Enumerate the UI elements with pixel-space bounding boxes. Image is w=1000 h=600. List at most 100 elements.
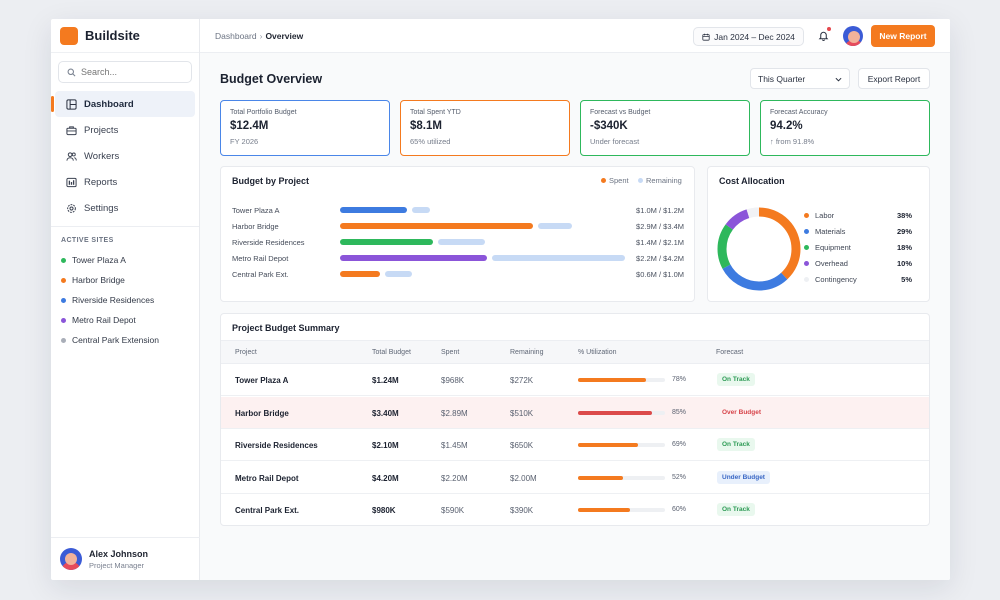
new-report-button[interactable]: New Report [871,25,935,47]
breadcrumb-separator: › [259,30,263,41]
avatar[interactable] [843,26,863,46]
kpi-subtext: FY 2026 [230,137,259,146]
cost-allocation-card: Cost Allocation Labor 38% Materials 29% Eq… [707,166,930,302]
sidebar-item-label: Workers [84,150,120,162]
column-header-remaining[interactable]: Remaining [510,349,544,356]
budget-row-value: $1.0M / $1.2M [636,206,684,215]
kpi-card-forecast-accuracy: Forecast Accuracy 94.2% ↑ from 91.8% [760,100,930,156]
sidebar-item-settings[interactable]: Settings [55,195,195,221]
table-row[interactable]: Harbor Bridge $3.40M $2.89M $510K 85% Over Bu… [221,396,929,429]
date-range-picker[interactable]: Jan 2024 – Dec 2024 [693,27,804,46]
search-input[interactable] [81,67,181,77]
cell-project: Riverside Residences [235,441,318,450]
kpi-value: $12.4M [230,120,269,132]
export-report-button[interactable]: Export Report [858,68,930,89]
site-item-central-park-extension[interactable]: Central Park Extension [51,330,199,350]
breadcrumb-root[interactable]: Dashboard [215,30,257,41]
table-header: Project Total Budget Spent Remaining % U… [221,340,929,364]
site-item-metro-rail-depot[interactable]: Metro Rail Depot [51,310,199,330]
budget-row-value: $0.6M / $1.0M [636,270,684,279]
allocation-percent: 38% [896,211,912,220]
cell-project: Central Park Ext. [235,506,300,515]
cell-spent: $1.45M [441,441,468,450]
budget-remaining-bar [411,207,430,213]
site-status-dot [61,297,66,303]
kpi-subtext: Under forecast [590,137,640,146]
site-status-dot [61,277,66,283]
budget-row-name: Metro Rail Depot [232,254,289,263]
allocation-percent: 10% [896,259,912,268]
cell-remaining: $510K [510,408,534,418]
site-status-dot [61,317,66,323]
forecast-status-badge: On Track [717,373,755,386]
cell-total-budget: $2.10M [372,441,399,450]
period-select[interactable]: This Quarter [750,68,850,89]
app-window: Buildsite Dashboard Projects Workers Rep… [51,19,950,580]
breadcrumb-current: Overview [265,30,304,41]
search-icon [67,68,76,76]
cell-remaining: $390K [510,506,534,515]
budget-row-name: Central Park Ext. [232,270,289,279]
table-row[interactable]: Tower Plaza A $1.24M $968K $272K 78% On Track [221,364,929,396]
utilization-bar-fill [578,508,631,512]
allocation-row-overhead: Overhead 10% [804,257,914,271]
kpi-label: Forecast vs Budget [590,109,651,116]
utilization-bar-fill [578,410,652,415]
utilization-bar [578,475,665,480]
brand-name: Buildsite [85,28,140,43]
sidebar-item-dashboard[interactable]: Dashboard [51,91,195,117]
table-row[interactable]: Metro Rail Depot $4.20M $2.20M $2.00M 52% Und… [221,462,929,494]
sidebar-item-workers[interactable]: Workers [55,143,195,169]
site-item-harbor-bridge[interactable]: Harbor Bridge [51,270,199,290]
utilization-bar [578,410,665,415]
page-title: Budget Overview [220,72,323,86]
search-box[interactable] [58,61,192,83]
site-label: Harbor Bridge [72,275,125,285]
site-item-tower-plaza-a[interactable]: Tower Plaza A [51,250,199,270]
cell-spent: $2.89M [441,408,468,418]
table-row[interactable]: Central Park Ext. $980K $590K $390K 60% On Tr… [221,494,929,525]
sidebar-item-label: Dashboard [84,98,134,110]
site-item-riverside-residences[interactable]: Riverside Residences [51,290,199,310]
reports-icon [66,177,77,187]
calendar-icon [702,33,710,41]
main-content: Dashboard › Overview Jan 2024 – Dec 2024 N… [200,19,950,580]
column-header-spent[interactable]: Spent [441,349,460,356]
allocation-row-equipment: Equipment 18% [804,241,914,255]
sidebar-item-reports[interactable]: Reports [55,169,195,195]
sidebar-item-projects[interactable]: Projects [55,117,195,143]
gear-icon [67,203,76,213]
breadcrumb: Dashboard › Overview [215,31,303,41]
legend-swatch [601,178,606,183]
column-header-utilization[interactable]: % Utilization [578,349,617,356]
allocation-label: Materials [815,227,846,236]
allocation-percent: 18% [896,243,912,252]
active-sites-list: Tower Plaza A Harbor Bridge Riverside Re… [51,250,199,350]
site-label: Metro Rail Depot [72,315,136,325]
budget-spent-bar [340,271,380,277]
kpi-label: Forecast Accuracy [770,109,828,116]
column-header-project[interactable]: Project [235,349,257,356]
kpi-subtext: ↑ from 91.8% [770,137,815,146]
project-budget-summary-card: Project Budget Summary Project Total Bud… [220,313,930,526]
utilization-bar [578,378,665,382]
budget-row-value: $1.4M / $2.1M [636,238,684,247]
kpi-card-total-spent-ytd: Total Spent YTD $8.1M 65% utilized [400,100,570,156]
allocation-row-labor: Labor 38% [804,209,914,223]
budget-remaining-bar [491,255,625,261]
brand-logo [60,26,78,45]
column-header-forecast[interactable]: Forecast [716,349,744,356]
bell-icon[interactable] [818,30,829,41]
site-status-dot [61,257,66,263]
column-header-total-budget[interactable]: Total Budget [372,349,411,356]
active-sites-heading: ACTIVE SITES [61,237,114,244]
utilization-bar [578,508,665,512]
legend-spent: Spent [601,176,629,185]
cell-utilization-percent: 78% [672,376,687,383]
cell-utilization-percent: 69% [672,441,687,448]
user-profile[interactable]: Alex Johnson Project Manager [51,537,200,580]
kpi-label: Total Spent YTD [410,109,461,116]
budget-row-name: Riverside Residences [232,238,305,247]
budget-row-value: $2.9M / $3.4M [636,222,684,231]
table-row[interactable]: Riverside Residences $2.10M $1.45M $650K 69%… [221,429,929,461]
